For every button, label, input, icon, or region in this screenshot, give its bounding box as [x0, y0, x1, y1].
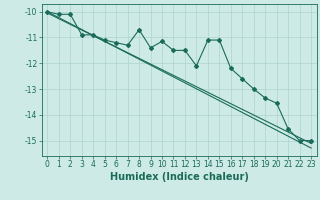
X-axis label: Humidex (Indice chaleur): Humidex (Indice chaleur): [110, 172, 249, 182]
